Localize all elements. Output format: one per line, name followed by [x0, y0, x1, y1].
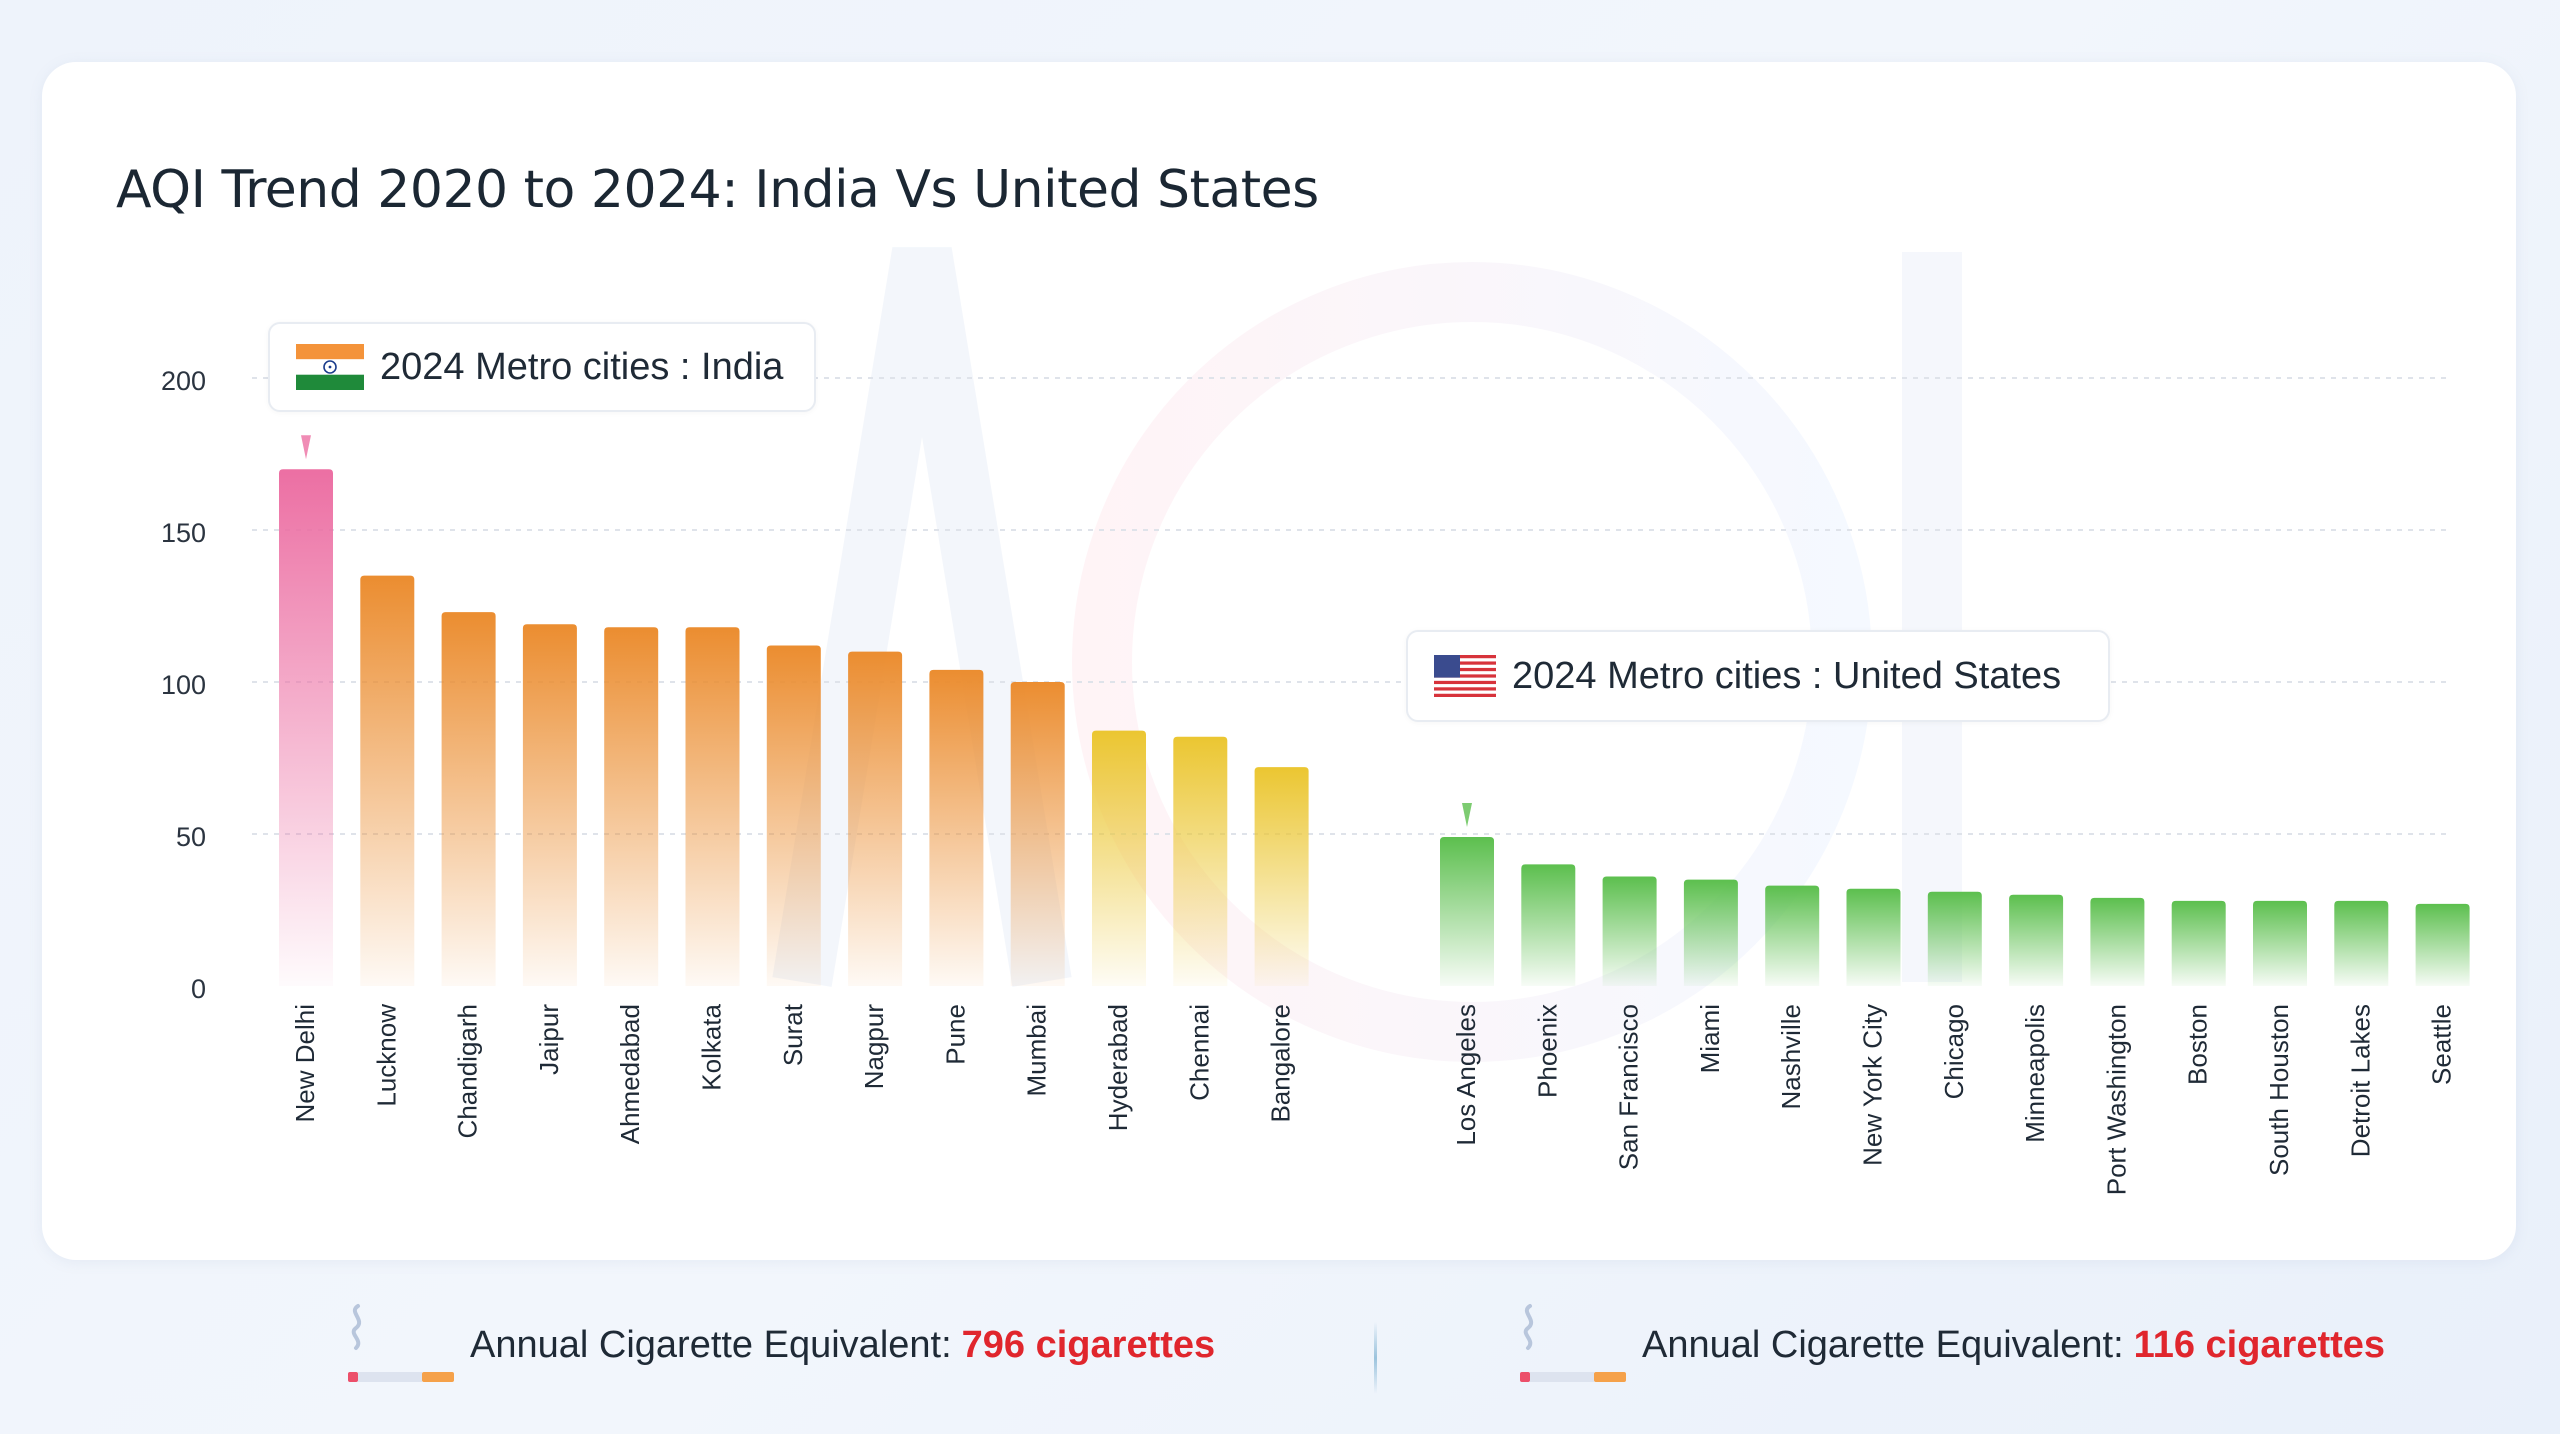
chart-card: AQI Trend 2020 to 2024: India Vs United … [42, 62, 2516, 1260]
x-tick-label: Minneapolis [2020, 1004, 2050, 1143]
x-tick-label: South Houston [2264, 1004, 2294, 1176]
bar [1846, 888, 1901, 986]
bar [2334, 900, 2389, 986]
x-tick-label: Detroit Lakes [2345, 1004, 2375, 1157]
legend-india-label: 2024 Metro cities : India [380, 345, 784, 388]
bar [441, 612, 496, 986]
x-tick-label: Seattle [2427, 1004, 2457, 1085]
x-tick-label: Pune [940, 1004, 970, 1065]
bar [1683, 879, 1738, 986]
bar [766, 645, 821, 986]
legend-us: 2024 Metro cities : United States [1406, 630, 2110, 722]
bar [522, 624, 577, 986]
cigarette-icon [1520, 1304, 1626, 1382]
x-tick-label: Chicago [1939, 1004, 1969, 1099]
y-tick-label: 150 [161, 518, 206, 548]
y-tick-label: 100 [161, 670, 206, 700]
legend-us-label: 2024 Metro cities : United States [1512, 654, 2062, 697]
footer-divider [1374, 1322, 1377, 1394]
x-tick-label: Chandigarh [453, 1004, 483, 1138]
x-tick-label: Mumbai [1022, 1004, 1052, 1096]
x-tick-label: New Delhi [290, 1004, 320, 1123]
x-tick-label: Hyderabad [1103, 1004, 1133, 1131]
bar [685, 627, 740, 986]
x-tick-label: Ahmedabad [615, 1004, 645, 1144]
bar [279, 469, 333, 986]
bar [1254, 767, 1309, 986]
bar [360, 575, 415, 986]
highlight-marker [301, 435, 311, 460]
x-tick-label: Los Angeles [1451, 1004, 1481, 1146]
y-tick-label: 0 [191, 974, 206, 1004]
us-flag-icon [1434, 655, 1496, 697]
bar [848, 651, 903, 986]
bar [1927, 891, 1982, 986]
bar [1765, 885, 1820, 986]
x-tick-label: Jaipur [534, 1004, 564, 1075]
legend-india: 2024 Metro cities : India [268, 322, 816, 412]
highlight-marker [1462, 803, 1472, 828]
bar [1602, 876, 1657, 986]
x-tick-label: Nagpur [859, 1004, 889, 1090]
y-tick-label: 200 [161, 366, 206, 396]
x-tick-label: Lucknow [371, 1004, 401, 1107]
x-tick-label: San Francisco [1614, 1004, 1644, 1170]
bar [2090, 897, 2145, 986]
x-tick-label: Chennai [1184, 1004, 1214, 1101]
x-tick-label: Surat [778, 1003, 808, 1066]
x-tick-label: New York City [1858, 1004, 1888, 1166]
bar [1440, 837, 1494, 986]
footer-india: Annual Cigarette Equivalent: 796 cigaret… [340, 1290, 1215, 1400]
bar [929, 669, 984, 986]
footer-us: Annual Cigarette Equivalent: 116 cigaret… [1512, 1290, 2385, 1400]
bar [604, 627, 659, 986]
bar [2415, 903, 2470, 986]
bar-chart: 0 50 100 150 200 New Delhi Lucknow Chandigarh J… [161, 366, 2470, 1195]
cigarette-icon [348, 1304, 454, 1382]
bar [1521, 864, 1576, 986]
footer-us-label: Annual Cigarette Equivalent: [1642, 1323, 2124, 1366]
y-tick-label: 50 [176, 822, 206, 852]
footer-india-value: 796 cigarettes [961, 1323, 1216, 1366]
bar [1173, 736, 1228, 986]
bar [2253, 900, 2307, 986]
x-tick-label: Miami [1695, 1004, 1725, 1073]
bar [1092, 730, 1146, 986]
x-tick-label: Boston [2183, 1004, 2213, 1085]
footer-us-value: 116 cigarettes [2133, 1323, 2386, 1366]
india-flag-icon [296, 344, 364, 390]
x-tick-label: Nashville [1776, 1004, 1806, 1110]
bar [2009, 894, 2064, 986]
x-tick-label: Port Washington [2101, 1004, 2131, 1195]
chart-title: AQI Trend 2020 to 2024: India Vs United … [116, 160, 1319, 220]
x-tick-label: Phoenix [1532, 1004, 1562, 1098]
bar [2171, 900, 2226, 986]
x-tick-label: Bangalore [1266, 1004, 1296, 1123]
footer-india-label: Annual Cigarette Equivalent: [470, 1323, 952, 1366]
x-tick-label: Kolkata [697, 1003, 727, 1090]
bar [1010, 682, 1065, 986]
